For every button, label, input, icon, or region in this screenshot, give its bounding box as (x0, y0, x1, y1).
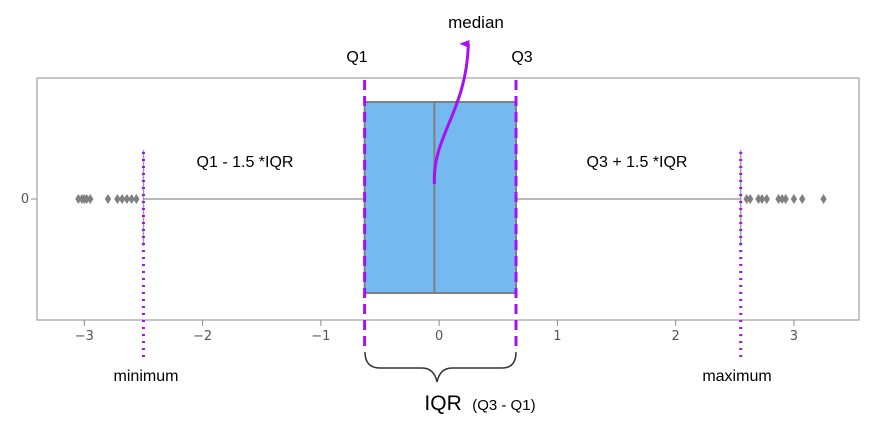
outlier-point (820, 194, 827, 204)
outlier-point (775, 194, 782, 204)
lower-fence-label: Q1 - 1.5 *IQR (197, 154, 294, 171)
x-tick-label: −1 (311, 329, 330, 344)
outlier-point (799, 194, 806, 204)
upper-fence-label: Q3 + 1.5 *IQR (587, 154, 688, 171)
outlier-point (758, 194, 766, 204)
x-tick-label: 3 (790, 329, 798, 344)
q3-label: Q3 (511, 49, 532, 66)
outlier-point (782, 194, 789, 204)
outlier-point (746, 194, 754, 204)
x-tick-label: 1 (553, 329, 561, 344)
outlier-point (790, 194, 798, 204)
outlier-point (104, 194, 112, 204)
outlier-point (743, 194, 750, 204)
iqr-box (363, 101, 518, 294)
outlier-point (114, 194, 121, 204)
y-tick-label: 0 (21, 192, 29, 207)
outlier-point (75, 194, 82, 204)
iqr-label: IQR (Q3 - Q1) (424, 392, 535, 415)
outlier-point (133, 194, 140, 204)
outlier-point (118, 194, 126, 204)
iqr-brace (364, 351, 517, 383)
x-tick-label: 2 (672, 329, 680, 344)
outlier-point (755, 194, 762, 204)
outlier-point (87, 194, 94, 204)
outlier-point (763, 194, 770, 204)
median-label: median (448, 13, 504, 32)
minimum-label: minimum (114, 368, 179, 385)
iqr-label-sub: (Q3 - Q1) (472, 397, 535, 414)
outliers (75, 194, 827, 204)
maximum-label: maximum (702, 368, 771, 385)
x-tick-label: 0 (435, 329, 443, 344)
outlier-point (128, 194, 135, 204)
iqr-label-main: IQR (424, 392, 461, 415)
x-axis: −3 −2 −1 0 1 2 3 (75, 320, 798, 344)
outlier-point (123, 194, 131, 204)
outlier-point (83, 194, 90, 204)
outlier-point (778, 194, 786, 204)
median-arrow (432, 40, 470, 185)
x-tick-label: −2 (193, 329, 212, 344)
q1-label: Q1 (346, 49, 367, 66)
x-tick-label: −3 (75, 329, 94, 344)
